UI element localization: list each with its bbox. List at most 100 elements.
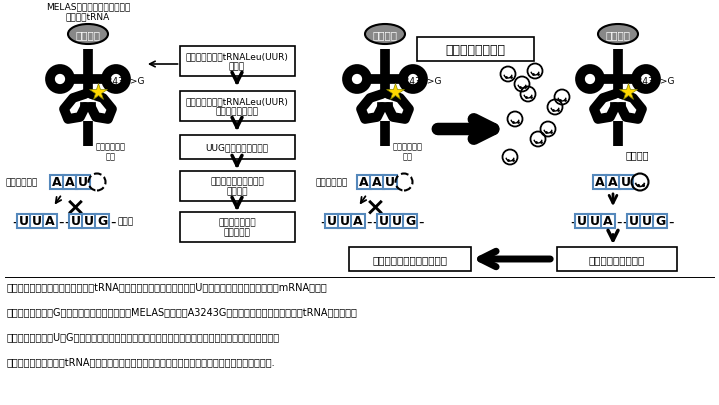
Text: 蛋白合成障害の改善: 蛋白合成障害の改善 (589, 254, 645, 264)
Text: タウリン修飾
欠損: タウリン修飾 欠損 (393, 142, 423, 161)
Text: ロイシンtRNA: ロイシンtRNA (66, 12, 110, 21)
Text: 3243A>G: 3243A>G (101, 77, 145, 86)
Text: A: A (608, 176, 618, 189)
Text: ミトコンドリア機能の改善: ミトコンドリア機能の改善 (372, 254, 447, 264)
FancyBboxPatch shape (653, 215, 667, 228)
FancyBboxPatch shape (390, 215, 404, 228)
FancyBboxPatch shape (403, 215, 417, 228)
Text: MELAS患者のミトコンドリア: MELAS患者のミトコンドリア (46, 2, 130, 11)
Text: A: A (353, 215, 363, 228)
Text: -: - (622, 214, 628, 229)
Text: ×: × (65, 196, 86, 220)
Text: -: - (668, 214, 674, 229)
Text: U: U (78, 176, 88, 189)
FancyBboxPatch shape (377, 215, 391, 228)
FancyBboxPatch shape (43, 215, 57, 228)
Text: 療法により、ロイシンtRNAのタウリン修飾欠損が改善して脳卒中様発作の発症を抑制できました.: 療法により、ロイシンtRNAのタウリン修飾欠損が改善して脳卒中様発作の発症を抑制… (7, 356, 275, 366)
Text: A: A (65, 176, 75, 189)
Ellipse shape (365, 25, 405, 45)
Text: A: A (603, 215, 613, 228)
Text: 正常なミトコンドリアのロイシンtRNAのアンチコドンのウラシル（U）は、タウリン修飾により、mRNA上のコ: 正常なミトコンドリアのロイシンtRNAのアンチコドンのウラシル（U）は、タウリン… (7, 281, 328, 291)
FancyBboxPatch shape (69, 215, 83, 228)
Text: U: U (590, 215, 600, 228)
Text: U: U (577, 215, 587, 228)
FancyBboxPatch shape (349, 247, 471, 271)
Text: ロイシン: ロイシン (75, 30, 101, 40)
Text: ミトコンドリア蛋白の
合成障害: ミトコンドリア蛋白の 合成障害 (210, 177, 264, 196)
Text: A: A (45, 215, 55, 228)
Text: G: G (655, 215, 665, 228)
FancyBboxPatch shape (180, 172, 295, 202)
Text: U: U (327, 215, 337, 228)
Text: -: - (58, 214, 64, 229)
Text: A: A (52, 176, 62, 189)
Text: アンチコドン: アンチコドン (5, 178, 37, 187)
Text: アンチコドン: アンチコドン (315, 178, 347, 187)
FancyBboxPatch shape (588, 215, 602, 228)
Text: ン修飾が欠損し、UがGを認識できず、蛋白質翻訳障害から脳卒中様発作が発症します．タウリン大量: ン修飾が欠損し、UがGを認識できず、蛋白質翻訳障害から脳卒中様発作が発症します．… (7, 331, 280, 341)
Text: -: - (12, 214, 18, 229)
FancyBboxPatch shape (619, 175, 633, 190)
Text: -: - (616, 214, 622, 229)
FancyBboxPatch shape (606, 175, 620, 190)
FancyBboxPatch shape (416, 38, 533, 62)
Text: A: A (595, 176, 605, 189)
Ellipse shape (598, 25, 638, 45)
Text: A: A (360, 176, 369, 189)
Text: タウリン: タウリン (626, 149, 649, 160)
Text: -: - (366, 214, 372, 229)
Text: U: U (621, 176, 631, 189)
Text: ミトコンドリア
機能の低下: ミトコンドリア 機能の低下 (218, 218, 256, 237)
FancyBboxPatch shape (180, 47, 295, 77)
FancyBboxPatch shape (325, 215, 339, 228)
Text: U: U (379, 215, 389, 228)
Text: ミトコンドリアtRNALeu(UUR)
点変異: ミトコンドリアtRNALeu(UUR) 点変異 (186, 52, 288, 72)
Text: U: U (84, 215, 94, 228)
FancyBboxPatch shape (17, 215, 31, 228)
Text: ミトコンドリアtRNALeu(UUR)
タウリン修飾欠損: ミトコンドリアtRNALeu(UUR) タウリン修飾欠損 (186, 97, 288, 116)
Text: U: U (385, 176, 395, 189)
FancyBboxPatch shape (627, 215, 641, 228)
Text: U: U (19, 215, 29, 228)
FancyBboxPatch shape (180, 92, 295, 122)
FancyBboxPatch shape (640, 215, 654, 228)
Text: U: U (392, 215, 402, 228)
Text: G: G (405, 215, 415, 228)
FancyBboxPatch shape (76, 175, 90, 190)
FancyBboxPatch shape (30, 215, 44, 228)
FancyBboxPatch shape (180, 213, 295, 243)
FancyBboxPatch shape (575, 215, 589, 228)
Text: -: - (418, 214, 423, 229)
FancyBboxPatch shape (557, 247, 677, 271)
FancyBboxPatch shape (50, 175, 64, 190)
Text: -: - (372, 214, 377, 229)
FancyBboxPatch shape (593, 175, 607, 190)
FancyBboxPatch shape (370, 175, 384, 190)
FancyBboxPatch shape (338, 215, 352, 228)
Text: タウリン修飾
欠損: タウリン修飾 欠損 (96, 142, 126, 161)
FancyBboxPatch shape (601, 215, 615, 228)
Text: 3243A>G: 3243A>G (631, 77, 674, 86)
Text: U: U (629, 215, 639, 228)
FancyBboxPatch shape (383, 175, 397, 190)
Text: タウリン大量療法: タウリン大量療法 (445, 43, 505, 56)
FancyBboxPatch shape (357, 175, 371, 190)
Text: 3243A>G: 3243A>G (398, 77, 441, 86)
Text: U: U (642, 215, 652, 228)
Text: -: - (570, 214, 576, 229)
Text: -: - (64, 214, 70, 229)
Text: -: - (110, 214, 116, 229)
Text: ドンのグアニン（G）が認識できます．一方、MELAS点変異（A3243G）ミトコンドリアのロイシンtRNAではタウリ: ドンのグアニン（G）が認識できます．一方、MELAS点変異（A3243G）ミトコ… (7, 306, 358, 316)
Text: コドン: コドン (118, 217, 134, 226)
FancyBboxPatch shape (82, 215, 96, 228)
Text: ロイシン: ロイシン (372, 30, 398, 40)
Text: U: U (340, 215, 350, 228)
Text: U: U (32, 215, 42, 228)
Text: G: G (97, 215, 107, 228)
Text: -: - (320, 214, 326, 229)
FancyBboxPatch shape (180, 136, 295, 160)
Text: ロイシン: ロイシン (605, 30, 631, 40)
Text: UUGコドン翻訳の低下: UUGコドン翻訳の低下 (206, 143, 268, 152)
Ellipse shape (68, 25, 108, 45)
Text: ×: × (365, 196, 385, 220)
